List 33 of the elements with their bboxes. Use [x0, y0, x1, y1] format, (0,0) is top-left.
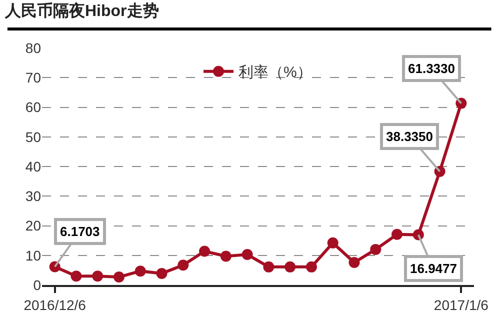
point: [327, 237, 338, 248]
point: [70, 270, 82, 282]
chart-title: 人民币隔夜Hibor走势: [4, 1, 159, 20]
data-label: 38.3350: [386, 129, 433, 144]
data-label: 61.3330: [408, 61, 455, 76]
y-tick-label: 70: [25, 70, 42, 86]
y-tick-label: 40: [25, 158, 42, 174]
y-tick-label: 10: [25, 247, 42, 264]
point: [370, 244, 382, 255]
point: [92, 270, 104, 282]
y-tick-label: 0: [33, 276, 42, 293]
legend-label: 利率（%）: [238, 64, 312, 82]
point: [348, 256, 360, 268]
x-tick-label: 2017/1/6: [434, 296, 489, 313]
y-tick-label: 60: [25, 99, 42, 116]
point: [392, 228, 403, 240]
y-tick-label: 80: [25, 40, 42, 56]
y-tick-label: 50: [25, 128, 42, 145]
point: [284, 261, 296, 272]
point: [156, 268, 168, 279]
data-label: 6.1703: [60, 224, 100, 239]
point: [242, 248, 253, 260]
point: [178, 260, 189, 271]
point: [263, 261, 274, 272]
x-tick-label: 2016/12/6: [24, 296, 86, 313]
y-tick-label: 20: [25, 218, 42, 234]
point: [134, 266, 146, 277]
point: [199, 246, 210, 257]
data-label: 16.9477: [410, 261, 457, 276]
y-tick-label: 30: [25, 188, 42, 204]
point: [220, 250, 232, 262]
point: [113, 272, 124, 282]
point: [306, 261, 317, 272]
